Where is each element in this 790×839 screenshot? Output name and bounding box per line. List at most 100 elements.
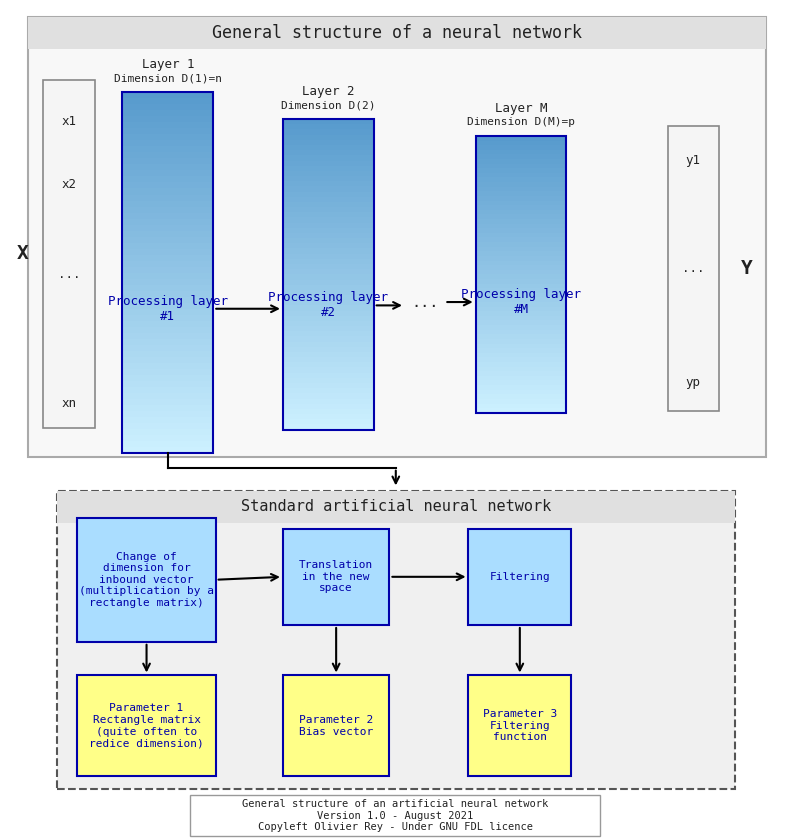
Bar — [476, 347, 566, 352]
Bar — [122, 158, 213, 164]
Bar — [122, 440, 213, 447]
Bar — [122, 362, 213, 369]
Text: Y: Y — [741, 259, 752, 278]
Bar — [122, 218, 213, 225]
Bar — [476, 149, 566, 154]
Bar — [283, 284, 374, 290]
Bar — [122, 435, 213, 441]
Bar — [476, 159, 566, 164]
Bar — [77, 675, 216, 776]
Bar — [283, 378, 374, 383]
Bar — [122, 236, 213, 242]
Bar — [28, 17, 766, 457]
Bar — [122, 332, 213, 339]
Bar — [43, 80, 95, 428]
Bar — [283, 367, 374, 373]
Bar — [468, 529, 571, 625]
Bar — [122, 152, 213, 159]
Bar — [283, 118, 374, 124]
Bar — [283, 211, 374, 217]
Bar — [283, 310, 374, 315]
Bar — [122, 284, 213, 291]
Bar — [283, 201, 374, 207]
Bar — [122, 344, 213, 351]
Text: Standard artificial neural network: Standard artificial neural network — [241, 499, 551, 514]
Bar — [476, 389, 566, 394]
Bar — [283, 289, 374, 295]
Bar — [122, 116, 213, 122]
Bar — [283, 419, 374, 425]
Bar — [122, 296, 213, 303]
Bar — [476, 394, 566, 399]
Bar — [283, 170, 374, 176]
Bar — [476, 310, 566, 315]
Bar — [476, 380, 566, 385]
Bar — [122, 416, 213, 423]
Bar — [283, 129, 374, 135]
Bar — [283, 191, 374, 197]
Text: Processing layer
#1: Processing layer #1 — [108, 294, 228, 323]
Bar — [122, 357, 213, 362]
Bar — [476, 218, 566, 223]
Bar — [476, 251, 566, 256]
Bar — [283, 352, 374, 357]
Bar — [283, 398, 374, 404]
Bar — [283, 155, 374, 160]
Bar — [283, 196, 374, 202]
Text: x1: x1 — [62, 115, 77, 128]
Text: Layer M: Layer M — [495, 102, 547, 115]
Bar — [283, 232, 374, 238]
Bar — [476, 140, 566, 145]
Bar — [476, 195, 566, 201]
Bar — [476, 168, 566, 173]
Bar — [476, 173, 566, 178]
Bar — [476, 384, 566, 389]
Bar — [283, 160, 374, 166]
Text: Parameter 1
Rectangle matrix
(quite often to
redice dimension): Parameter 1 Rectangle matrix (quite ofte… — [89, 703, 204, 748]
Bar — [283, 248, 374, 253]
Bar — [122, 399, 213, 405]
Bar — [476, 144, 566, 149]
Bar — [122, 98, 213, 104]
Bar — [283, 258, 374, 264]
Text: y1: y1 — [686, 154, 701, 167]
Bar — [122, 170, 213, 176]
Bar — [122, 374, 213, 381]
Bar — [57, 491, 735, 523]
Bar — [283, 675, 389, 776]
Bar — [122, 212, 213, 218]
Bar — [122, 338, 213, 345]
Bar — [283, 404, 374, 409]
Bar — [190, 795, 600, 836]
Bar — [122, 146, 213, 153]
Text: Processing layer
#M: Processing layer #M — [461, 288, 581, 316]
Bar — [283, 357, 374, 362]
Bar — [476, 255, 566, 260]
Bar — [476, 201, 566, 206]
Bar — [283, 529, 389, 625]
Text: xn: xn — [62, 397, 77, 410]
Bar — [476, 325, 566, 330]
Text: Parameter 2
Bias vector: Parameter 2 Bias vector — [299, 715, 373, 737]
Bar — [283, 320, 374, 326]
Bar — [283, 206, 374, 212]
Bar — [122, 194, 213, 201]
Bar — [283, 409, 374, 414]
Bar — [283, 341, 374, 347]
Bar — [283, 331, 374, 336]
Bar — [476, 320, 566, 325]
Bar — [476, 297, 566, 302]
Bar — [122, 128, 213, 134]
Bar — [283, 227, 374, 233]
Bar — [122, 182, 213, 189]
Bar — [476, 357, 566, 362]
Bar — [476, 186, 566, 191]
Bar — [122, 122, 213, 128]
Bar — [122, 368, 213, 375]
Bar — [476, 279, 566, 284]
Bar — [283, 181, 374, 186]
Bar — [283, 268, 374, 274]
Text: X: X — [17, 244, 28, 263]
Bar — [476, 302, 566, 307]
Bar — [122, 308, 213, 315]
